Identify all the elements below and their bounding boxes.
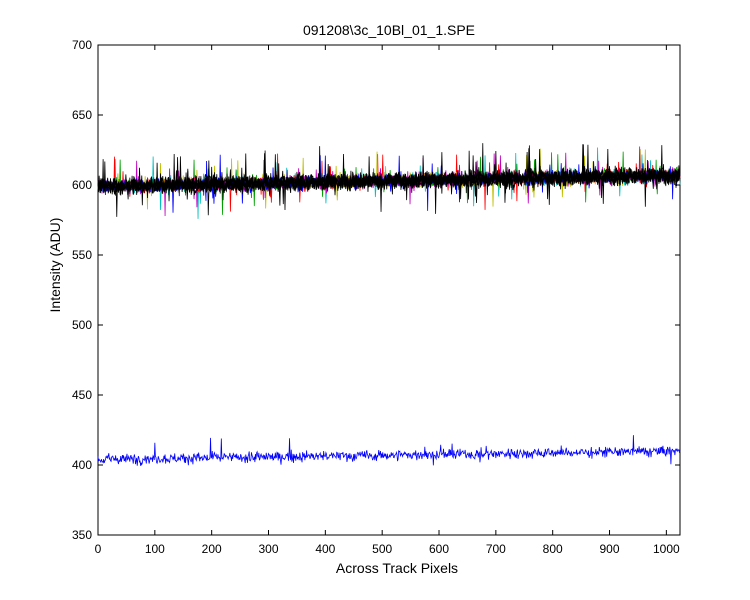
x-tick-label: 500 <box>372 542 392 556</box>
upper-series-line <box>97 145 681 207</box>
plot-area: 0 100 200 300 400 500 600 700 800 900 1000 350 400 45… <box>72 38 681 556</box>
y-tick-label: 450 <box>72 388 92 402</box>
upper-series-line <box>97 144 681 204</box>
chart-title: 091208\3c_10Bl_01_1.SPE <box>303 22 475 38</box>
x-tick-label: 200 <box>202 542 222 556</box>
x-tick-label: 700 <box>486 542 506 556</box>
y-tick-label: 400 <box>72 458 92 472</box>
x-tick-label: 600 <box>429 542 449 556</box>
x-tick-label: 800 <box>543 542 563 556</box>
x-tick-label: 1000 <box>653 542 680 556</box>
x-tick-label: 400 <box>315 542 335 556</box>
x-tick-label: 300 <box>258 542 278 556</box>
y-tick-label: 600 <box>72 178 92 192</box>
y-tick-label: 350 <box>72 528 92 542</box>
lower-series-line <box>97 435 681 466</box>
series-layer <box>97 143 681 466</box>
y-tick-label: 700 <box>72 38 92 52</box>
y-tick-label: 550 <box>72 248 92 262</box>
x-axis-label: Across Track Pixels <box>336 560 458 576</box>
x-tick-label: 0 <box>95 542 102 556</box>
ticks-layer: 0 100 200 300 400 500 600 700 800 900 1000 350 400 45… <box>72 38 680 556</box>
y-tick-label: 650 <box>72 108 92 122</box>
x-tick-label: 100 <box>145 542 165 556</box>
y-axis-label: Intensity (ADU) <box>47 218 63 313</box>
y-tick-label: 500 <box>72 318 92 332</box>
x-tick-label: 900 <box>600 542 620 556</box>
